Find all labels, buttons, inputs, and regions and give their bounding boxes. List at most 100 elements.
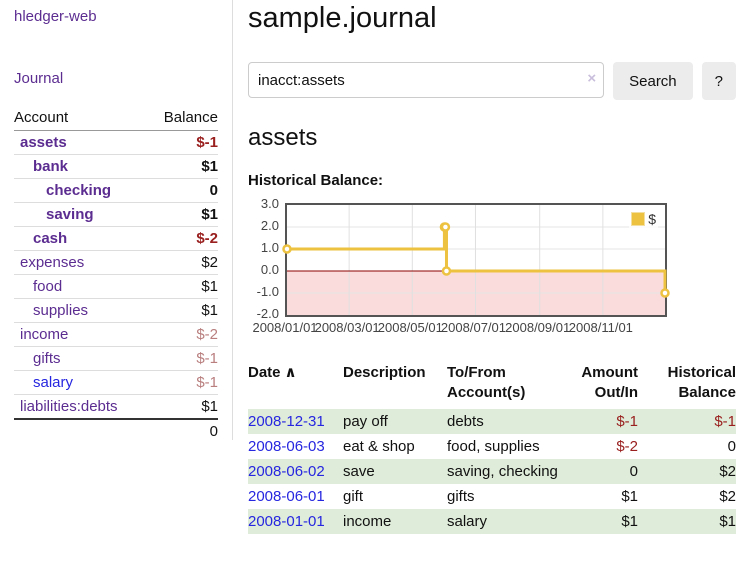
account-link[interactable]: cash — [33, 230, 68, 247]
account-row: bank $1 — [14, 154, 218, 179]
account-link[interactable]: gifts — [33, 350, 61, 367]
x-tick-label: 2008/09/01 — [505, 320, 571, 335]
chart-canvas — [282, 205, 670, 315]
account-link[interactable]: assets — [20, 134, 67, 151]
account-link[interactable]: liabilities:debts — [20, 398, 118, 415]
transaction-date-link[interactable]: 2008-06-02 — [248, 463, 325, 480]
transaction-balance: $1 — [719, 513, 736, 530]
sidebar: hledger-web Journal Account Balance asse… — [0, 0, 233, 443]
transaction-accounts: salary — [447, 513, 488, 530]
account-link[interactable]: saving — [46, 206, 94, 223]
search-form: × Search ? — [248, 62, 736, 100]
accounts-header-balance: Balance — [147, 107, 218, 131]
nav-journal: Journal — [14, 70, 218, 87]
y-tick-label: 3.0 — [260, 196, 279, 211]
search-button[interactable]: Search — [613, 62, 693, 100]
register-header-amount: Amount Out/In — [581, 364, 638, 401]
account-heading: assets — [248, 124, 318, 151]
account-row: liabilities:debts $1 — [14, 394, 218, 419]
accounts-table: Account Balance assets $-1 bank $1 checking 0… — [14, 107, 218, 443]
transaction-date-link[interactable]: 2008-06-03 — [248, 438, 325, 455]
transaction-date-link[interactable]: 2008-12-31 — [248, 413, 325, 430]
transaction-balance: $2 — [719, 463, 736, 480]
accounts-total-row: 0 — [14, 418, 218, 443]
account-balance: $-1 — [147, 346, 218, 371]
legend-swatch-icon — [631, 212, 646, 226]
account-row: supplies $1 — [14, 298, 218, 323]
y-tick-label: -1.0 — [256, 284, 279, 299]
account-row: expenses $2 — [14, 250, 218, 275]
y-tick-label: -2.0 — [256, 306, 279, 321]
search-input[interactable] — [248, 62, 605, 98]
sort-ascending-icon: ∧ — [284, 364, 297, 381]
transaction-row: 2008-06-02 save saving, checking 0 $2 — [248, 459, 736, 484]
transaction-description: pay off — [343, 413, 388, 430]
account-balance: $2 — [147, 250, 218, 275]
account-balance: 0 — [147, 178, 218, 203]
x-tick-label: 2008/05/01 — [377, 320, 443, 335]
accounts-header-account: Account — [14, 107, 148, 131]
account-link[interactable]: income — [20, 326, 69, 343]
search-input-wrap: × — [248, 62, 605, 100]
transaction-date-link[interactable]: 2008-06-01 — [248, 488, 325, 505]
transaction-description: save — [343, 463, 375, 480]
account-balance: $1 — [147, 394, 218, 419]
x-tick-label: 2008/03/01 — [314, 320, 380, 335]
brand-link[interactable]: hledger-web — [14, 8, 97, 25]
transaction-amount: $1 — [621, 513, 638, 530]
account-link[interactable]: expenses — [20, 254, 85, 271]
transaction-balance: 0 — [727, 438, 736, 455]
register-header-tofrom: To/From Account(s) — [447, 364, 526, 401]
transaction-amount: 0 — [629, 463, 638, 480]
chart-legend: $ — [629, 210, 658, 228]
transaction-description: gift — [343, 488, 364, 505]
account-link[interactable]: checking — [46, 182, 112, 199]
account-balance: $1 — [147, 298, 218, 323]
page-title: sample.journal — [248, 2, 437, 34]
account-row: salary $-1 — [14, 370, 218, 395]
clear-search-icon[interactable]: × — [587, 70, 597, 87]
account-link[interactable]: bank — [33, 158, 69, 175]
account-link[interactable]: food — [33, 278, 63, 295]
transaction-amount: $-2 — [616, 438, 638, 455]
y-tick-label: 1.0 — [260, 240, 279, 255]
account-row: saving $1 — [14, 202, 218, 227]
account-balance: $-2 — [147, 226, 218, 251]
chart-plot-area: $ — [282, 203, 670, 317]
transaction-accounts: gifts — [447, 488, 475, 505]
register-header-date: Date ∧ — [248, 364, 297, 381]
transaction-date-link[interactable]: 2008-01-01 — [248, 513, 325, 530]
register-table: Date ∧ Description To/From Account(s) Amount O… — [248, 361, 736, 534]
account-row: cash $-2 — [14, 226, 218, 251]
y-tick-label: 2.0 — [260, 218, 279, 233]
historical-balance-chart: 3.0 2.0 1.0 0.0 -1.0 -2.0 $ 2008/01/01 2008/03… — [248, 196, 670, 343]
transaction-amount: $-1 — [616, 413, 638, 430]
account-row: assets $-1 — [14, 131, 218, 155]
transaction-accounts: food, supplies — [447, 438, 540, 455]
transaction-row: 2008-06-03 eat & shop food, supplies $-2 0 — [248, 434, 736, 459]
account-row: checking 0 — [14, 178, 218, 203]
nav-journal-link[interactable]: Journal — [14, 70, 64, 87]
account-balance: $-1 — [147, 370, 218, 395]
x-tick-label: 2008/07/01 — [440, 320, 507, 335]
account-row: gifts $-1 — [14, 346, 218, 371]
transaction-balance: $2 — [719, 488, 736, 505]
account-link[interactable]: salary — [33, 374, 74, 391]
account-link[interactable]: supplies — [33, 302, 89, 319]
transaction-accounts: debts — [447, 413, 484, 430]
transaction-description: eat & shop — [343, 438, 415, 455]
help-button[interactable]: ? — [701, 62, 736, 100]
x-tick-label: 2008/11/01 — [568, 320, 633, 335]
x-tick-label: 2008/01/01 — [252, 320, 318, 335]
transaction-amount: $1 — [621, 488, 638, 505]
transaction-row: 2008-12-31 pay off debts $-1 $-1 — [248, 409, 736, 434]
register-header-description: Description — [343, 364, 426, 381]
register-header-historical: Historical Balance — [667, 364, 736, 401]
legend-label: $ — [648, 211, 656, 227]
account-balance: $-2 — [147, 322, 218, 347]
main-panel: sample.journal × Search ? assets Histori… — [248, 0, 736, 534]
transaction-balance: $-1 — [714, 413, 736, 430]
account-balance: $1 — [147, 154, 218, 179]
account-row: food $1 — [14, 274, 218, 299]
transaction-row: 2008-06-01 gift gifts $1 $2 — [248, 484, 736, 509]
